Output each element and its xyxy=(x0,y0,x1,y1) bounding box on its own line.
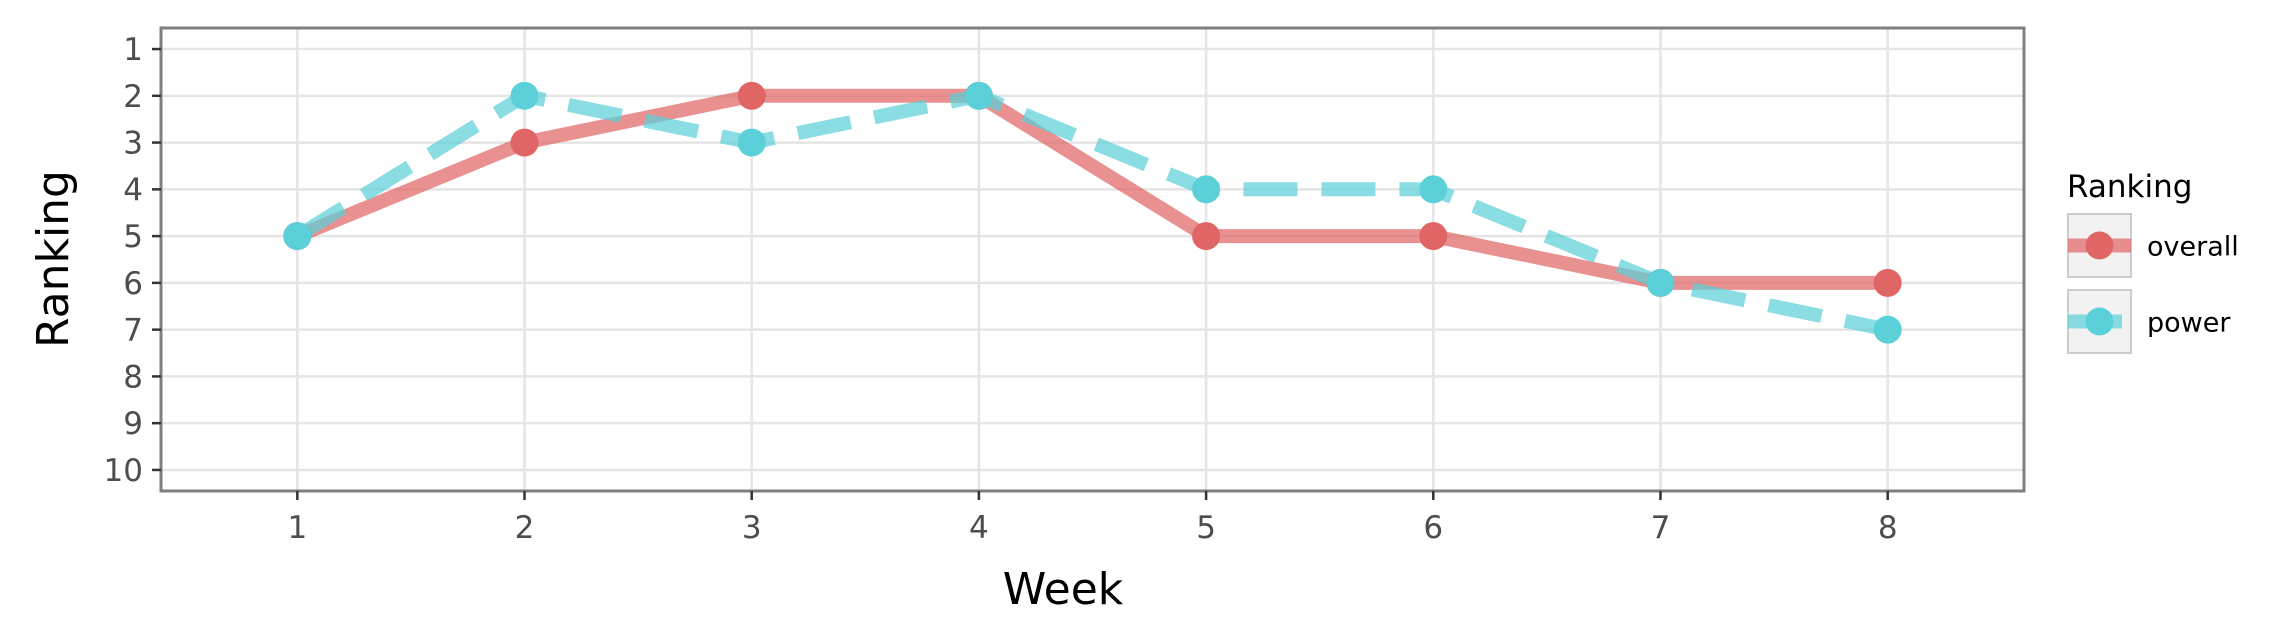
x-tick-label: 8 xyxy=(1878,510,1898,546)
series-line-power xyxy=(293,88,1890,337)
x-tick-label: 5 xyxy=(1196,510,1216,546)
data-point-overall xyxy=(737,81,766,110)
x-axis: 1 2 3 4 5 6 7 8 xyxy=(287,491,1898,546)
plot-panel xyxy=(161,28,2024,491)
y-tick-label: 6 xyxy=(123,266,143,302)
y-axis: 1 2 3 4 5 6 7 8 9 10 xyxy=(104,32,161,489)
plot-border xyxy=(159,26,2026,493)
x-tick-label: 4 xyxy=(969,510,989,546)
y-tick-label: 7 xyxy=(123,313,143,349)
data-point-power xyxy=(1419,175,1448,204)
data-point-power xyxy=(1873,315,1902,344)
data-point-power xyxy=(283,222,312,251)
y-tick-label: 3 xyxy=(123,126,143,162)
data-point-power xyxy=(737,128,766,157)
y-tick-label: 4 xyxy=(123,172,143,208)
x-tick-label: 6 xyxy=(1423,510,1443,546)
series-line-overall xyxy=(294,88,1888,290)
data-point-power xyxy=(1192,175,1221,204)
legend-marker-power xyxy=(2085,307,2114,336)
x-axis-title: Week xyxy=(1003,564,1124,615)
data-point-overall xyxy=(1192,222,1221,251)
x-tick-label: 1 xyxy=(287,510,307,546)
data-point-power xyxy=(964,81,993,110)
y-tick-label: 8 xyxy=(123,359,143,395)
y-tick-label: 1 xyxy=(123,32,143,68)
x-tick-label: 3 xyxy=(742,510,762,546)
y-tick-label: 10 xyxy=(104,453,143,489)
data-point-overall xyxy=(1419,222,1448,251)
legend-title: Ranking xyxy=(2067,169,2192,205)
series-points xyxy=(283,81,1902,344)
y-tick-label: 2 xyxy=(123,79,143,115)
x-tick-label: 2 xyxy=(515,510,535,546)
legend-label-overall: overall xyxy=(2147,232,2239,263)
legend: Ranking overall power xyxy=(2067,169,2239,354)
y-tick-label: 9 xyxy=(123,406,143,442)
data-point-power xyxy=(1646,268,1675,297)
x-tick-label: 7 xyxy=(1651,510,1671,546)
y-axis-title: Ranking xyxy=(28,170,79,348)
data-point-overall xyxy=(1873,268,1902,297)
series-lines xyxy=(293,88,1890,337)
y-tick-label: 5 xyxy=(123,219,143,255)
data-point-overall xyxy=(510,128,539,157)
data-point-power xyxy=(510,81,539,110)
legend-marker-overall xyxy=(2085,231,2114,260)
legend-label-power: power xyxy=(2147,308,2231,339)
